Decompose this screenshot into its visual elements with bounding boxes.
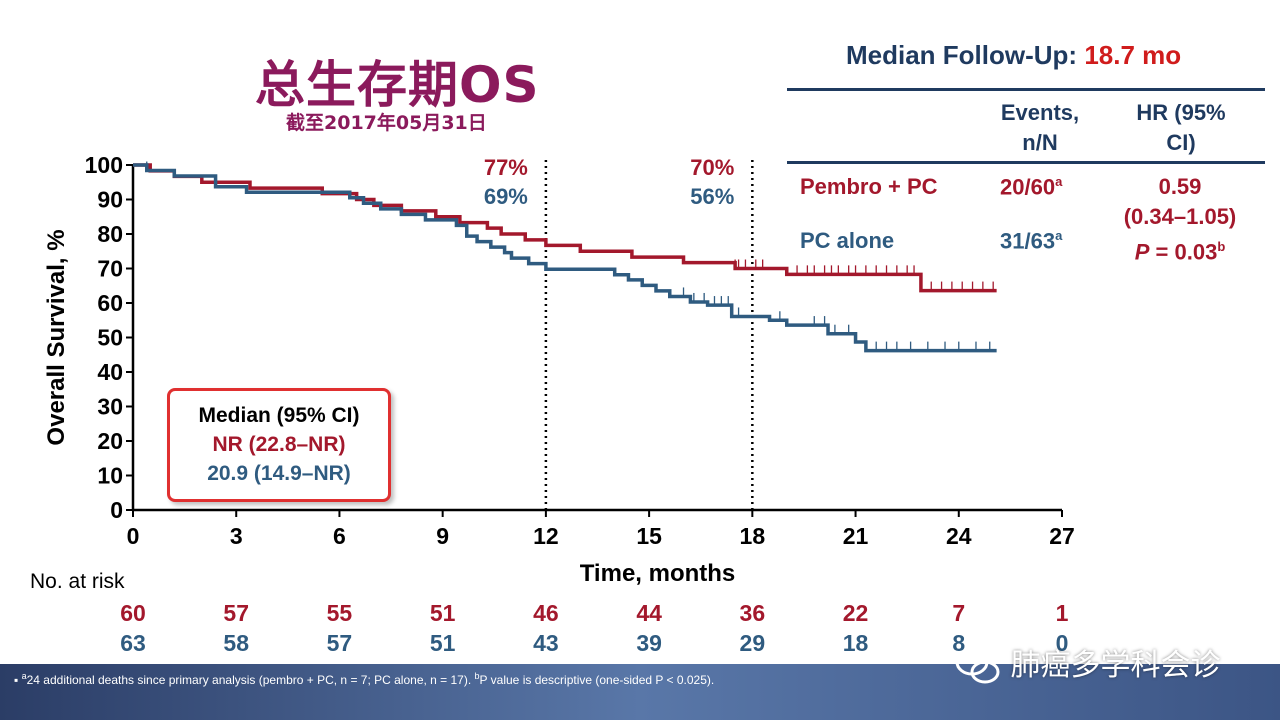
watermark: 肺癌多学科会诊 <box>955 640 1221 687</box>
risk-count-pembro: 1 <box>1055 600 1069 626</box>
risk-count-pc: 29 <box>739 630 766 656</box>
hr-header-line2: CI) <box>1166 130 1196 155</box>
landmark-label-pembro: 77% <box>484 155 528 180</box>
follow-up-value: 18.7 mo <box>1084 40 1182 70</box>
y-tick-label: 60 <box>97 290 123 316</box>
events-column-header: Events, n/N <box>982 98 1098 158</box>
y-tick-label: 80 <box>97 221 123 247</box>
y-tick-label: 90 <box>97 187 123 213</box>
footer-bar <box>0 664 1280 720</box>
x-tick-label: 27 <box>1049 523 1075 549</box>
landmark-label-pc: 69% <box>484 184 528 209</box>
table-top-rule <box>787 88 1265 91</box>
x-tick-label: 6 <box>333 523 346 549</box>
legend-pc-median: 20.9 (14.9–NR) <box>207 462 351 485</box>
watermark-text: 肺癌多学科会诊 <box>1010 648 1221 683</box>
x-tick-label: 21 <box>843 523 869 549</box>
landmark-label-pembro: 70% <box>690 155 734 180</box>
hazard-ratio-ci: (0.34–1.05) <box>1123 204 1237 229</box>
risk-count-pc: 43 <box>533 630 559 656</box>
row-pc-events: 31/63a <box>1000 228 1063 254</box>
risk-count-pc: 8 <box>952 630 966 656</box>
hr-header-line1: HR (95% <box>1136 100 1226 125</box>
wechat-icon <box>955 648 1000 683</box>
km-chart: 0 10 20 30 40 50 60 70 80 90 100 0 3 6 9 12 15 18 21 24 27 Ti… <box>43 152 1075 587</box>
follow-up-line: Median Follow-Up: 18.7 mo <box>846 40 1181 71</box>
x-tick-label: 3 <box>230 523 243 549</box>
events-header-line2: n/N <box>1022 130 1058 155</box>
hazard-ratio-cell: 0.59 (0.34–1.05) P = 0.03b <box>1110 172 1250 267</box>
x-tick-label: 12 <box>533 523 559 549</box>
y-tick-label: 30 <box>97 394 123 420</box>
risk-count-pc: 0 <box>1055 630 1069 656</box>
y-tick-label: 70 <box>97 256 123 282</box>
median-legend-box: Median (95% CI) NR (22.8–NR) 20.9 (14.9–… <box>167 388 391 502</box>
risk-count-pc: 63 <box>120 630 146 656</box>
row-pembro-name: Pembro + PC <box>800 174 938 199</box>
y-tick-label: 10 <box>97 463 123 489</box>
page-title: 总生存期OS <box>255 56 540 114</box>
events-header-line1: Events, <box>1000 100 1080 125</box>
risk-count-pc: 51 <box>429 630 456 656</box>
x-tick-label: 24 <box>946 523 972 549</box>
x-tick-label: 0 <box>127 523 140 549</box>
x-tick-label: 15 <box>636 523 662 549</box>
risk-count-pembro: 60 <box>120 600 146 626</box>
row-pc-name: PC alone <box>800 228 895 253</box>
x-tick-label: 18 <box>740 523 766 549</box>
survival-curve-pembro <box>133 163 997 293</box>
risk-count-pembro: 51 <box>429 600 456 626</box>
y-axis-label: Overall Survival, % <box>43 229 70 445</box>
risk-count-pembro: 22 <box>842 600 869 626</box>
y-tick-label: 50 <box>97 325 123 351</box>
footnote: ▪ a24 additional deaths since primary an… <box>14 671 715 687</box>
page-subtitle: 截至2017年05月31日 <box>286 112 487 134</box>
legend-title: Median (95% CI) <box>198 404 360 427</box>
landmark-label-pc: 56% <box>690 184 734 209</box>
survival-curve-pc <box>133 163 997 353</box>
risk-count-pc: 57 <box>326 630 353 656</box>
risk-count-pembro: 46 <box>533 600 559 626</box>
risk-table-title: No. at risk <box>30 570 125 593</box>
table-header-rule <box>787 161 1265 164</box>
hazard-ratio: 0.59 <box>1158 174 1202 199</box>
x-axis-label: Time, months <box>580 560 736 587</box>
y-tick-label: 100 <box>85 152 123 178</box>
p-value: P = 0.03b <box>1134 239 1226 265</box>
risk-count-pembro: 44 <box>636 600 662 626</box>
risk-count-pembro: 57 <box>223 600 250 626</box>
legend-pembro-median: NR (22.8–NR) <box>212 433 346 456</box>
risk-count-pembro: 7 <box>952 600 966 626</box>
y-tick-label: 0 <box>110 497 123 523</box>
risk-count-pc: 39 <box>636 630 662 656</box>
x-tick-label: 9 <box>436 523 449 549</box>
hr-column-header: HR (95% CI) <box>1118 98 1244 158</box>
y-tick-label: 20 <box>97 428 123 454</box>
row-pembro-events: 20/60a <box>1000 174 1063 200</box>
y-tick-label: 40 <box>97 359 123 385</box>
risk-count-pembro: 36 <box>739 600 766 626</box>
follow-up-label: Median Follow-Up: <box>846 40 1078 70</box>
risk-count-pc: 18 <box>842 630 869 656</box>
risk-count-pembro: 55 <box>326 600 353 626</box>
risk-count-pc: 58 <box>223 630 250 656</box>
